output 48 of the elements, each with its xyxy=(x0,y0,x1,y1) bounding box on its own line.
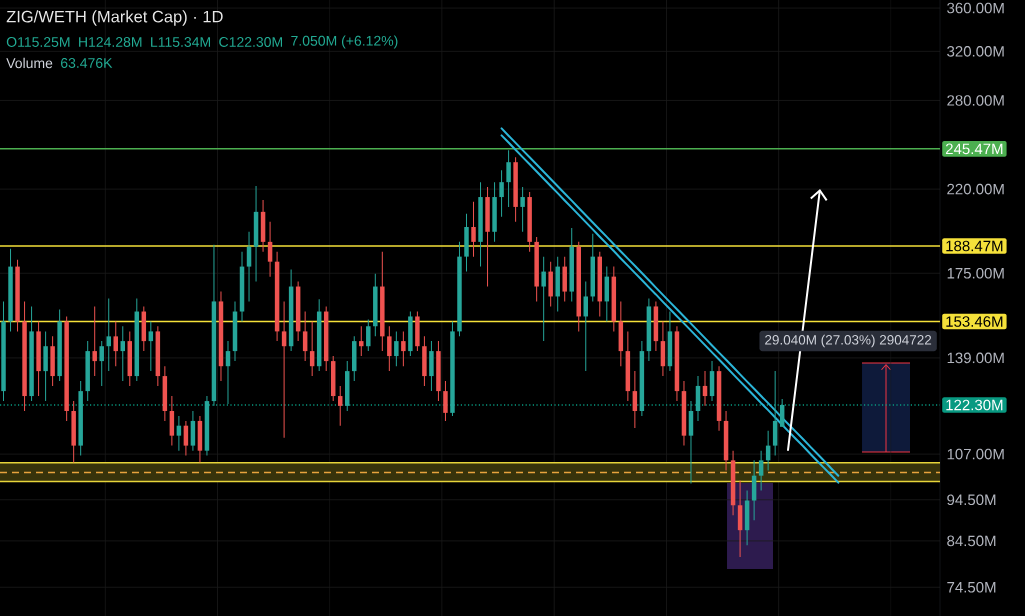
candlestick xyxy=(99,340,104,387)
candlestick xyxy=(281,300,287,439)
candlestick xyxy=(113,320,118,367)
ref-line-label: 122.30M xyxy=(946,399,1003,411)
annotation: H124.28M xyxy=(79,37,142,47)
annotation: L115.34M xyxy=(151,37,211,47)
y-tick-label: 94.50M xyxy=(947,494,996,506)
candlestick xyxy=(337,385,343,427)
candlestick xyxy=(779,398,785,428)
y-tick-label: 280.00M xyxy=(947,95,1004,106)
y-tick-label: 107.00M xyxy=(947,448,1004,460)
annotation: 63.476K xyxy=(61,58,113,68)
candlestick xyxy=(359,325,364,357)
candlestick xyxy=(267,221,273,278)
y-tick-label: 220.00M xyxy=(947,183,1004,195)
candlestick xyxy=(106,297,111,372)
y-tick-label: 74.50M xyxy=(947,581,996,593)
candlestick xyxy=(366,319,371,352)
candlestick xyxy=(471,201,476,258)
ref-line-label: 153.46M xyxy=(946,316,1003,327)
candlestick xyxy=(302,311,308,362)
text: ZIG/WETH (Market Cap) · 1D xyxy=(6,10,223,26)
candlestick xyxy=(506,149,511,208)
candlestick xyxy=(758,450,764,492)
annotation: 7.050M (+6.12%) xyxy=(291,35,398,49)
y-tick-label: 84.50M xyxy=(947,535,996,547)
candlestick xyxy=(92,305,97,377)
candlestick xyxy=(632,370,638,429)
y-tick-label: 175.00M xyxy=(947,267,1004,279)
candlestick xyxy=(499,169,504,218)
candlestick xyxy=(246,231,252,302)
y-tick-label: 360.00M xyxy=(947,2,1004,14)
candlestick xyxy=(541,256,546,342)
annotation: C122.30M xyxy=(219,37,282,47)
ref-line-label: 245.47M xyxy=(945,143,1003,155)
candlestick xyxy=(387,325,392,372)
candlestick xyxy=(394,330,399,367)
y-tick-label: 320.00M xyxy=(947,46,1004,57)
candlestick xyxy=(148,320,154,372)
candlestick xyxy=(443,380,448,422)
y-tick-label: 139.00M xyxy=(947,352,1004,364)
ref-line-label: 188.47M xyxy=(946,240,1003,252)
candlestick xyxy=(520,186,525,233)
annotation: Volume xyxy=(6,57,53,69)
annotation: 29.040M (27.03%) 2904722 xyxy=(765,334,932,348)
annotation: O115.25M xyxy=(6,37,70,47)
candlestick xyxy=(183,420,189,456)
candlestick xyxy=(401,330,406,367)
